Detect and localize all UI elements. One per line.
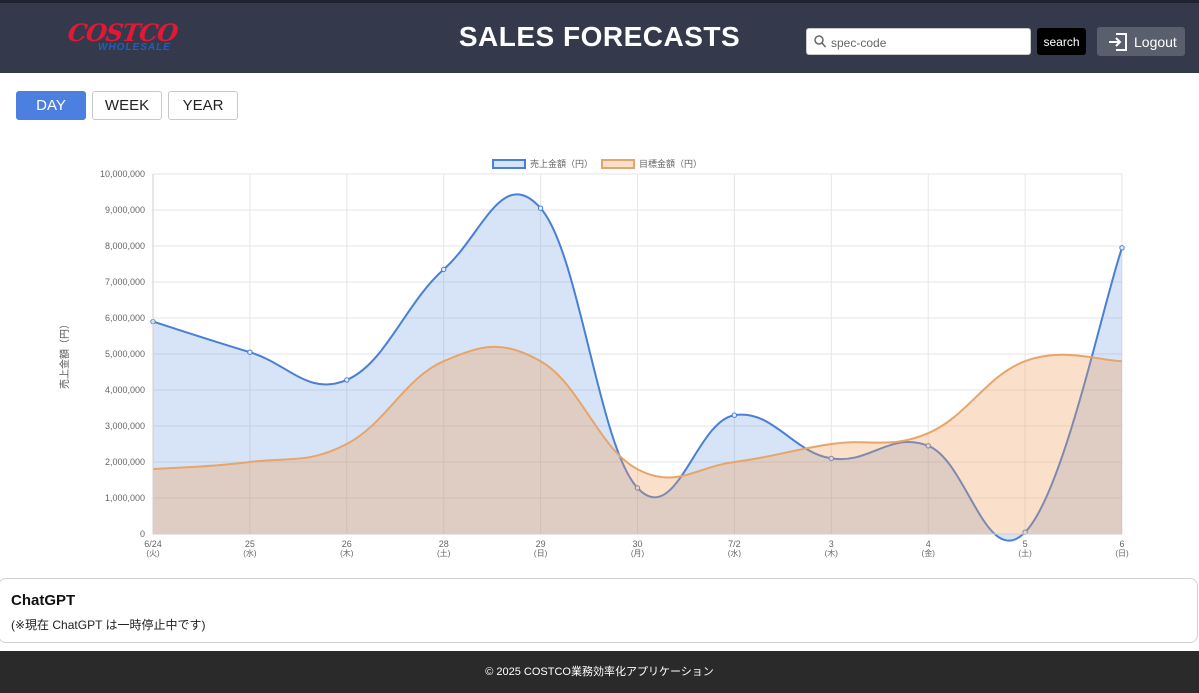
y-tick-label: 10,000,000 <box>100 169 145 179</box>
x-tick-label: 7/2 <box>728 539 741 549</box>
chatgpt-title: ChatGPT <box>11 592 76 609</box>
costco-logo[interactable]: COSTCO WHOLESALE <box>66 18 180 57</box>
search-box <box>806 28 1031 56</box>
x-tick-sublabel: (木) <box>825 548 839 558</box>
x-tick-label: 6 <box>1119 539 1124 549</box>
chatgpt-panel: ChatGPT (※現在 ChatGPT は一時停止中です) <box>0 578 1198 643</box>
x-tick-sublabel: (火) <box>146 549 160 558</box>
y-tick-label: 5,000,000 <box>105 349 145 359</box>
y-tick-label: 1,000,000 <box>105 493 145 503</box>
y-tick-label: 2,000,000 <box>105 457 145 467</box>
tab-day[interactable]: DAY <box>16 91 86 120</box>
y-tick-label: 0 <box>140 529 145 539</box>
data-point <box>344 377 350 383</box>
x-tick-sublabel: (金) <box>922 548 936 558</box>
logout-label: Logout <box>1134 34 1177 50</box>
y-tick-label: 7,000,000 <box>105 277 145 287</box>
data-point <box>537 205 544 211</box>
x-tick-sublabel: (土) <box>1018 548 1032 558</box>
data-point <box>925 443 931 449</box>
x-tick-label: 30 <box>632 539 642 549</box>
series-area-0 <box>153 194 1122 541</box>
y-tick-label: 3,000,000 <box>105 421 145 431</box>
tab-year[interactable]: YEAR <box>168 91 238 120</box>
sales-chart: 0 1,000,000 2,000,000 3,000,000 4,000,000 5,0… <box>58 158 1129 558</box>
x-tick-label: 25 <box>245 539 255 549</box>
x-tick-sublabel: (水) <box>243 548 257 558</box>
logo-wordmark: COSTCO <box>66 18 180 47</box>
tab-week[interactable]: WEEK <box>92 91 162 120</box>
series-area-1 <box>153 346 1122 534</box>
legend-swatch-1 <box>601 159 635 169</box>
search-button[interactable]: search <box>1037 28 1086 55</box>
app-header: COSTCO WHOLESALE SALES FORECASTS search … <box>0 0 1199 73</box>
x-tick-label: 6/24 <box>144 539 162 549</box>
y-tick-label: 9,000,000 <box>105 205 145 215</box>
y-axis-label: 売上金額（円） <box>58 319 71 389</box>
data-point <box>247 349 253 355</box>
legend-swatch-0 <box>492 159 526 169</box>
x-tick-sublabel: (日) <box>534 549 548 558</box>
x-tick-sublabel: (水) <box>728 548 742 558</box>
data-point <box>441 266 447 273</box>
logo-subtext: WHOLESALE <box>98 42 171 53</box>
x-tick-label: 3 <box>829 539 834 549</box>
x-tick-label: 29 <box>536 539 546 549</box>
y-tick-label: 4,000,000 <box>105 385 145 395</box>
x-tick-sublabel: (月) <box>631 549 645 558</box>
x-tick-label: 28 <box>439 539 449 549</box>
data-point <box>1119 245 1125 251</box>
y-tick-label: 6,000,000 <box>105 313 145 323</box>
x-tick-sublabel: (日) <box>1115 549 1129 558</box>
data-point <box>731 412 738 418</box>
data-point <box>634 485 641 491</box>
x-tick-label: 5 <box>1023 539 1028 549</box>
search-input[interactable] <box>829 29 1031 56</box>
logout-icon <box>1109 33 1127 51</box>
x-tick-sublabel: (木) <box>340 548 354 558</box>
series-line-1 <box>152 345 1123 479</box>
logout-button[interactable]: Logout <box>1097 27 1185 56</box>
x-tick-label: 4 <box>926 539 931 549</box>
chatgpt-status-note: (※現在 ChatGPT は一時停止中です) <box>11 618 206 632</box>
data-point <box>828 455 834 462</box>
x-tick-label: 26 <box>342 539 352 549</box>
footer-copyright: © 2025 COSTCO業務効率化アプリケーション <box>0 651 1199 693</box>
legend-label-1: 目標金額（円） <box>639 158 702 169</box>
y-tick-label: 8,000,000 <box>105 241 145 251</box>
legend-label-0: 売上金額（円） <box>530 158 593 169</box>
search-icon <box>814 35 826 48</box>
x-tick-sublabel: (土) <box>437 548 451 558</box>
